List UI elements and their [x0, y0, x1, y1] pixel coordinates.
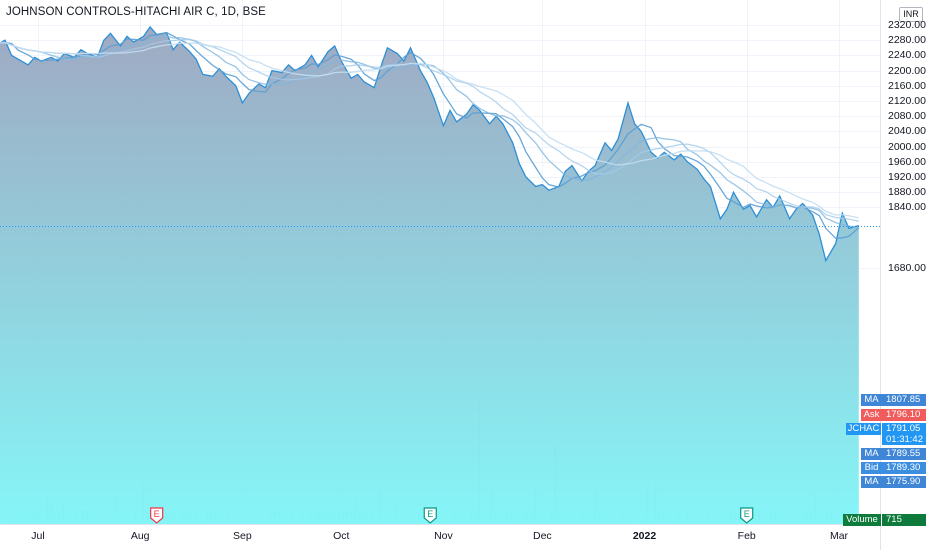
x-tick-label: Dec	[532, 530, 552, 542]
moving-average-line	[0, 38, 859, 222]
y-tick-label: 1680.00	[888, 262, 926, 275]
price-label-key: MA	[861, 448, 882, 460]
y-tick-label: 2200.00	[888, 64, 926, 77]
price-label-ask: Ask 1796.10	[861, 409, 926, 421]
y-tick-label: 2160.00	[888, 79, 926, 92]
price-label-ma: MA 1789.55	[861, 448, 926, 460]
price-label-ma: MA 1775.90	[861, 476, 926, 488]
earnings-marker-label: E	[154, 509, 160, 519]
earnings-marker-label: E	[427, 509, 433, 519]
x-tick-label: Sep	[233, 530, 252, 542]
price-label-value: 1796.10	[882, 409, 926, 421]
y-tick-label: 2080.00	[888, 110, 926, 123]
x-tick-label: Feb	[737, 530, 756, 542]
price-label-key: MA	[861, 394, 882, 406]
earnings-marker-label: E	[744, 509, 750, 519]
moving-average-line	[0, 31, 860, 239]
price-label-value: 1791.05 01:31:42	[882, 423, 926, 445]
price-label-value: 1789.55	[882, 448, 926, 460]
price-label-key: Bid	[861, 462, 882, 474]
price-label-key: Ask	[861, 409, 882, 421]
y-tick-label: 1960.00	[888, 155, 926, 168]
earnings-marker[interactable]: E	[740, 507, 754, 524]
earnings-marker-shape	[740, 507, 754, 524]
price-label-value: 1807.85	[882, 394, 926, 406]
y-tick-label: 2280.00	[888, 34, 926, 47]
y-tick-label: 2040.00	[888, 125, 926, 138]
earnings-marker[interactable]: E	[150, 507, 164, 524]
x-tick-label: Oct	[333, 530, 350, 542]
price-label-key: MA	[861, 476, 882, 488]
countdown-timer: 01:31:42	[886, 434, 923, 445]
price-label-ma: MA 1807.85	[861, 394, 926, 406]
y-tick-label: 2320.00	[888, 19, 926, 31]
y-tick-label: 2240.00	[888, 49, 926, 62]
price-label-bid: Bid 1789.30	[861, 462, 926, 474]
x-tick-label: Nov	[434, 530, 453, 542]
price-label-symbol: JCHAC 1791.05 01:31:42	[846, 423, 926, 445]
y-tick-label: 1840.00	[888, 201, 926, 214]
earnings-marker-shape	[423, 507, 437, 524]
moving-averages	[0, 31, 860, 239]
earnings-marker[interactable]: E	[423, 507, 437, 524]
volume-label: Volume 715	[843, 514, 926, 526]
x-tick-label: Jul	[31, 530, 45, 542]
x-tick-label: Mar	[829, 530, 849, 542]
price-label-key: JCHAC	[846, 423, 881, 435]
y-tick-label: 1880.00	[888, 186, 926, 199]
price-label-value: 1789.30	[882, 462, 926, 474]
x-tick-label: Aug	[130, 530, 150, 542]
y-tick-label: 2000.00	[888, 140, 926, 153]
moving-average-line	[0, 41, 859, 219]
earnings-marker-shape	[150, 507, 164, 524]
price-line	[0, 25, 859, 263]
chart-title: JOHNSON CONTROLS-HITACHI AIR C, 1D, BSE	[6, 6, 266, 18]
price-label-value: 1775.90	[882, 476, 926, 488]
volume-label-key: Volume	[843, 514, 881, 526]
currency-badge[interactable]: INR	[899, 7, 923, 22]
x-tick-label: 2022	[632, 530, 657, 542]
symbol-price: 1791.05	[886, 423, 921, 434]
y-tick-label: 1920.00	[888, 171, 926, 183]
y-tick-label: 2120.00	[888, 95, 926, 107]
volume-label-value: 715	[882, 514, 926, 526]
